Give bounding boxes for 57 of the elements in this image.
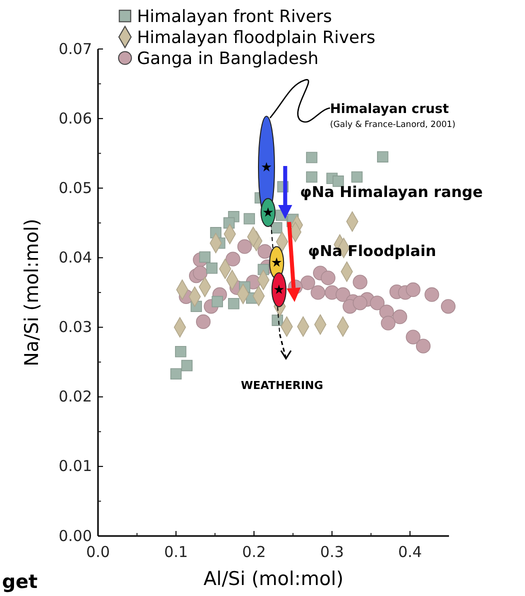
point [300, 275, 316, 290]
y-axis-title: Na/Si (mol:mol) [21, 218, 43, 366]
point [440, 299, 456, 314]
point [170, 368, 182, 380]
x-tick-label: 0.2 [242, 543, 266, 561]
point [270, 222, 282, 234]
text: get [2, 571, 38, 593]
point [370, 296, 385, 310]
point [406, 330, 420, 344]
point [258, 244, 272, 259]
y-tick-label: 0.02 [58, 388, 92, 406]
legend-label: Himalayan front Rivers [137, 7, 332, 27]
point [192, 266, 208, 280]
point [244, 213, 255, 224]
y-tick-label: 0.00 [58, 526, 92, 545]
point [332, 176, 344, 187]
point [377, 151, 388, 162]
x-tick-label: 0.3 [320, 543, 344, 561]
point [228, 298, 240, 310]
point [310, 285, 326, 300]
x-tick-label: 0.4 [398, 543, 422, 561]
annotation: φNa Himalayan range [300, 183, 483, 201]
point [336, 287, 350, 302]
point [181, 360, 193, 372]
x-tick-label: 0.0 [86, 543, 110, 561]
y-tick-label: 0.01 [58, 457, 92, 476]
point [416, 338, 431, 354]
point [306, 171, 318, 183]
point [380, 316, 396, 330]
point [226, 252, 240, 266]
point [206, 262, 218, 274]
point [424, 287, 440, 302]
point [199, 251, 211, 263]
legend-label: Himalayan floodplain Rivers [137, 28, 376, 48]
x-axis-title: Al/Si (mol:mol) [203, 568, 344, 590]
point [175, 346, 186, 358]
point [351, 171, 363, 183]
annotation: WEATHERING [240, 379, 324, 392]
point [352, 296, 368, 310]
point [352, 274, 368, 290]
y-tick-label: 0.06 [58, 109, 92, 128]
legend-label: Ganga in Bangladesh [137, 49, 319, 69]
x-tick-label: 0.1 [164, 543, 188, 561]
annotation: (Galy & France-Lanord, 2001) [330, 120, 456, 130]
point [406, 282, 420, 298]
point [306, 152, 318, 164]
point [237, 239, 252, 254]
point [320, 270, 336, 286]
y-tick-label: 0.03 [58, 318, 92, 336]
point [392, 310, 408, 324]
annotation: φNa Floodplain [308, 242, 436, 260]
annotation: Himalayan crust [330, 102, 449, 117]
point [196, 314, 211, 330]
y-tick-label: 0.07 [58, 40, 92, 58]
point [212, 296, 223, 308]
y-tick-label: 0.04 [58, 248, 92, 267]
y-tick-label: 0.05 [58, 178, 92, 197]
